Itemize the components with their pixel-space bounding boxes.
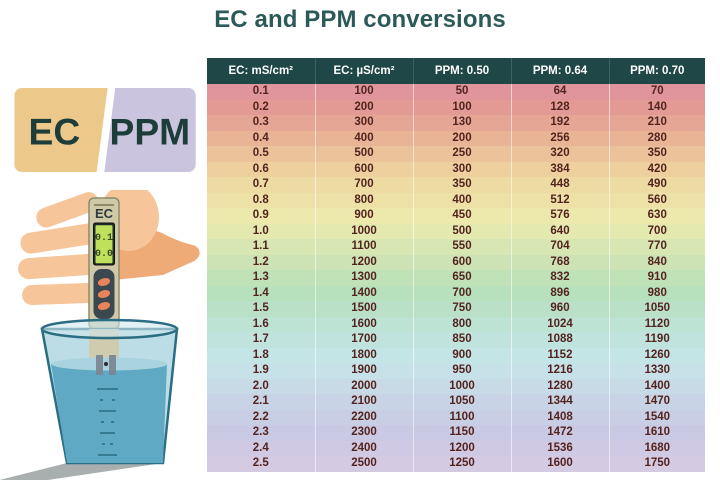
svg-text:EC: EC [29, 110, 81, 152]
svg-text:0.1: 0.1 [95, 233, 113, 244]
svg-text:0.0: 0.0 [95, 249, 113, 260]
svg-text:EC: EC [95, 206, 114, 221]
svg-text:PPM: PPM [110, 110, 191, 152]
